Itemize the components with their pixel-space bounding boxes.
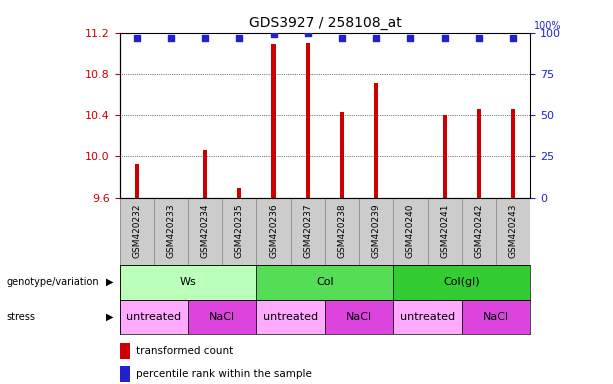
Point [371,35,381,41]
Text: stress: stress [6,312,35,322]
Text: GSM420241: GSM420241 [440,203,449,258]
Bar [477,109,481,198]
Text: ▶: ▶ [106,312,113,322]
Text: GSM420238: GSM420238 [338,203,346,258]
Bar [120,300,188,334]
Point [234,35,244,41]
Text: GSM420233: GSM420233 [166,203,175,258]
Bar [256,265,394,300]
Bar [188,300,256,334]
Text: untreated: untreated [126,312,181,322]
Bar [272,44,276,198]
Point [200,35,210,41]
Text: NaCl: NaCl [346,312,372,322]
Bar [394,265,530,300]
Text: GSM420240: GSM420240 [406,203,415,258]
Text: ▶: ▶ [106,277,113,287]
Bar [256,300,325,334]
Bar [237,189,242,198]
Point [166,35,176,41]
Bar [120,265,256,300]
Bar [203,150,207,198]
Bar [394,300,462,334]
Text: untreated: untreated [263,312,318,322]
Text: untreated: untreated [400,312,455,322]
Point [508,35,518,41]
Point [268,31,278,37]
Bar [306,43,310,198]
Point [303,30,313,36]
Text: GSM420237: GSM420237 [303,203,312,258]
Text: GSM420239: GSM420239 [371,203,381,258]
Text: GSM420232: GSM420232 [132,203,141,258]
Text: 100%: 100% [535,21,562,31]
Bar [374,83,378,198]
Text: GSM420236: GSM420236 [269,203,278,258]
Text: genotype/variation: genotype/variation [6,277,99,287]
Text: GSM420242: GSM420242 [474,203,484,258]
Text: Col(gl): Col(gl) [443,277,480,287]
Text: percentile rank within the sample: percentile rank within the sample [136,369,312,379]
Bar [325,300,394,334]
Text: transformed count: transformed count [136,346,233,356]
Bar [340,112,344,198]
Point [337,35,347,41]
Point [440,35,449,41]
Text: NaCl: NaCl [209,312,235,322]
Text: NaCl: NaCl [483,312,509,322]
Text: GSM420243: GSM420243 [509,203,517,258]
Point [406,35,416,41]
Text: Ws: Ws [180,277,196,287]
Bar [443,115,447,198]
Point [474,35,484,41]
Text: Col: Col [316,277,333,287]
Bar [135,164,139,198]
Bar [120,366,130,382]
Bar [120,343,130,359]
Bar [511,109,515,198]
Bar [462,300,530,334]
Text: GSM420234: GSM420234 [200,203,210,258]
Title: GDS3927 / 258108_at: GDS3927 / 258108_at [248,16,402,30]
Text: GSM420235: GSM420235 [235,203,244,258]
Point [132,35,142,41]
